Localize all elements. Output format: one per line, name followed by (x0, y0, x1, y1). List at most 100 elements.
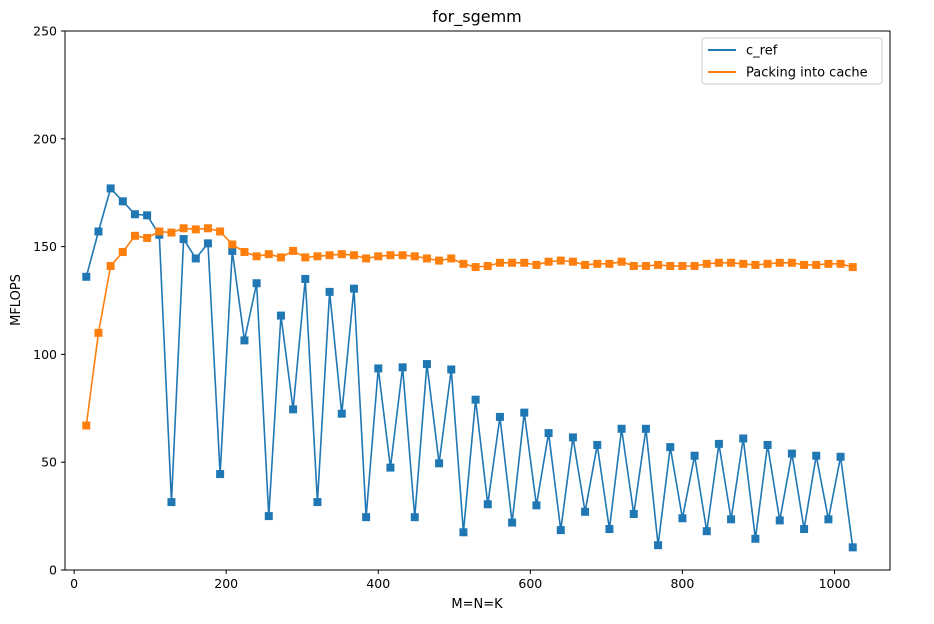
data-point (203, 224, 212, 233)
legend: c_ref Packing into cache (701, 37, 883, 85)
data-point (398, 251, 407, 260)
data-point (641, 262, 650, 270)
data-point (483, 500, 492, 509)
data-point (398, 363, 407, 372)
data-point (362, 513, 371, 522)
data-point (179, 224, 188, 233)
data-point (143, 233, 152, 242)
data-point (374, 252, 383, 261)
data-point (82, 272, 91, 281)
data-point (106, 262, 115, 270)
data-point (483, 262, 492, 270)
data-point (240, 336, 249, 345)
data-point (179, 235, 188, 244)
data-point (654, 260, 663, 269)
data-point (714, 439, 723, 448)
data-point (313, 498, 322, 507)
data-point (410, 513, 419, 522)
data-point (130, 231, 139, 240)
axes-frame (64, 30, 891, 571)
data-point (654, 541, 663, 550)
data-point (678, 514, 687, 523)
data-point (568, 433, 577, 442)
data-point (581, 507, 590, 516)
data-point (775, 516, 784, 525)
data-point (556, 256, 565, 265)
data-point (787, 449, 796, 458)
data-point (325, 251, 334, 260)
data-point (130, 210, 139, 219)
legend-label: Packing into cache (746, 66, 868, 81)
data-point (800, 260, 809, 269)
axes: 0 200 400 600 800 1000 0 50 100 150 200 250 (33, 24, 891, 591)
y-tick-label: 250 (33, 24, 57, 39)
data-point (605, 259, 614, 268)
data-point (556, 526, 565, 535)
data-point (836, 452, 845, 461)
data-point (568, 257, 577, 266)
series-line (85, 187, 854, 548)
data-point (690, 451, 699, 460)
data-point (605, 525, 614, 534)
data-point (800, 525, 809, 534)
x-axis-label: M=N=K (451, 597, 503, 612)
data-point (727, 258, 736, 267)
data-point (617, 424, 626, 433)
data-point (276, 253, 285, 262)
chart-title: for_sgemm (432, 7, 522, 27)
data-point (313, 252, 322, 261)
data-point (775, 258, 784, 267)
y-axis-label: MFLOPS (9, 274, 24, 326)
data-point (276, 311, 285, 320)
data-point (848, 263, 857, 272)
data-point (447, 254, 456, 263)
data-point (228, 246, 237, 255)
data-point (495, 258, 504, 267)
data-point (167, 498, 176, 507)
data-point (82, 421, 91, 430)
data-point (495, 412, 504, 421)
data-point (727, 515, 736, 524)
data-point (216, 470, 225, 479)
data-point (264, 250, 273, 259)
data-point (508, 258, 517, 267)
data-point (167, 228, 176, 237)
data-point (203, 239, 212, 248)
data-point (593, 259, 602, 268)
series-2 (82, 224, 857, 430)
data-point (106, 184, 115, 193)
y-tick-label: 0 (49, 563, 57, 578)
data-point (337, 409, 346, 418)
data-point (325, 287, 334, 296)
data-point (374, 364, 383, 373)
data-point (349, 284, 358, 293)
data-point (289, 405, 298, 414)
data-point (702, 527, 711, 536)
data-point (252, 279, 261, 288)
data-point (410, 252, 419, 261)
data-point (787, 258, 796, 267)
data-point (362, 254, 371, 263)
data-point (617, 257, 626, 266)
data-point (763, 259, 772, 268)
data-point (471, 395, 480, 404)
y-tick-label: 200 (33, 131, 57, 146)
data-point (593, 440, 602, 449)
data-point (386, 251, 395, 260)
data-point (191, 254, 200, 263)
data-point (337, 250, 346, 259)
data-point (422, 254, 431, 263)
data-point (702, 259, 711, 268)
data-point (544, 429, 553, 438)
data-point (666, 262, 675, 270)
data-point (678, 262, 687, 270)
data-point (666, 443, 675, 452)
data-point (763, 440, 772, 449)
data-point (739, 434, 748, 443)
data-point (739, 259, 748, 268)
data-point (812, 451, 821, 460)
data-point (471, 263, 480, 272)
data-point (447, 365, 456, 374)
data-point (532, 260, 541, 269)
